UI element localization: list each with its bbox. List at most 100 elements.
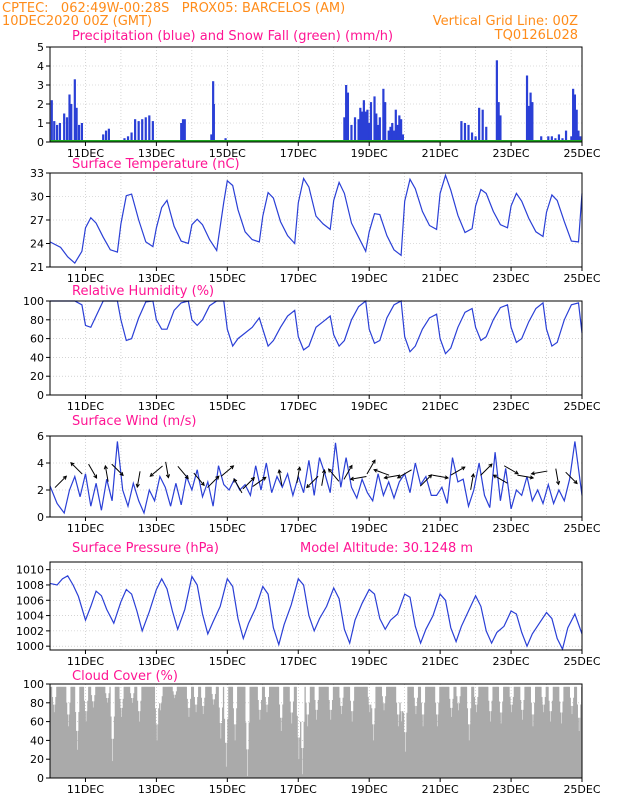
cloud-bar — [393, 686, 395, 778]
cloud-bar — [127, 686, 129, 778]
cloud-bar — [453, 686, 455, 778]
cloud-bar — [204, 697, 206, 778]
cloud-bar — [373, 724, 375, 778]
cloud-bar — [250, 686, 252, 778]
cloud-bar — [249, 686, 251, 778]
cloud-bar — [291, 723, 293, 778]
cloud-bar — [464, 686, 466, 778]
precip-bar — [547, 136, 550, 142]
wind-arrow-shaft — [193, 472, 205, 486]
cloud-bar — [114, 686, 117, 778]
cloud-bar — [85, 721, 87, 778]
humidity-line — [50, 299, 583, 355]
wind-arrow-head — [70, 462, 75, 467]
cloud-bar — [57, 686, 60, 778]
wind-arrow-head — [215, 475, 220, 480]
cloud-bar — [494, 686, 496, 778]
cloud-bar — [472, 686, 475, 778]
wind-arrow-shaft — [321, 469, 325, 486]
cloud-bar — [136, 700, 139, 778]
wind-arrow — [242, 476, 256, 490]
cloud-bar — [277, 686, 280, 778]
cloud-bar — [206, 686, 209, 778]
wind-arrow — [432, 474, 450, 480]
cloud-bar — [555, 686, 557, 778]
precip-bar — [474, 136, 477, 142]
precip-bar — [148, 115, 151, 142]
cloud-bar — [174, 698, 176, 778]
cloud-bar — [209, 686, 211, 778]
precip-bar — [346, 92, 350, 142]
cloud-bar — [522, 709, 524, 778]
cloud-bar — [469, 724, 471, 778]
cloud-bar — [285, 686, 288, 778]
cloud-bar — [305, 702, 307, 778]
cloud-bar — [574, 686, 576, 778]
precip-bar — [375, 113, 378, 142]
wind-arrow-head — [103, 464, 108, 470]
cloud-bar — [487, 686, 489, 778]
wind-arrow-shaft — [165, 461, 169, 478]
cloud-bar — [162, 686, 164, 778]
cloud-bar — [196, 704, 198, 778]
precip-bar — [183, 119, 186, 142]
precip-bar — [212, 104, 215, 142]
cloud-bar — [261, 686, 264, 778]
wind-arrow-shaft — [177, 466, 189, 479]
cloud-bar — [158, 708, 160, 778]
wind-arrow — [233, 478, 243, 494]
wind-arrow-shaft — [531, 470, 548, 475]
cloud-bar — [558, 686, 560, 778]
cloud-bar — [486, 686, 488, 778]
wind-arrow — [220, 465, 235, 477]
cloud-bar — [547, 686, 549, 778]
cloud-bar — [433, 686, 435, 778]
precip-bar — [525, 75, 529, 142]
cloud-bar — [116, 686, 118, 778]
cloud-bar — [417, 697, 419, 778]
cloud-bar — [357, 686, 359, 778]
precip-bar — [73, 79, 76, 142]
cloud-bar — [383, 710, 385, 778]
cloud-bar — [403, 732, 406, 778]
cloud-bar — [259, 719, 261, 778]
wind-arrow-head — [262, 476, 267, 481]
wind-arrow-shaft — [328, 468, 340, 482]
cloud-bar — [579, 717, 581, 778]
wind-arrow — [70, 462, 83, 475]
precip-xtick-label: 11DEC — [67, 147, 104, 160]
cloud-bar — [553, 686, 555, 778]
precip-bar — [495, 60, 498, 142]
temperature-xtick-label: 21DEC — [422, 272, 459, 285]
cloud-bar — [508, 686, 510, 778]
wind-arrow — [193, 472, 205, 487]
cloud-bar — [387, 686, 390, 778]
header-date: 10DEC2020 00Z (GMT) — [2, 14, 152, 29]
cloud-bar — [325, 686, 328, 778]
wind-arrow — [565, 471, 578, 485]
cloud-bar — [148, 686, 150, 778]
cloud-bar — [449, 707, 452, 778]
cloud-bar — [213, 704, 215, 778]
cloud-bar — [294, 686, 297, 778]
cloud-bar — [214, 699, 216, 778]
cloud-bar — [208, 686, 210, 778]
cloud-bar — [352, 711, 354, 778]
precip-bar — [389, 126, 392, 142]
cloud-bar — [401, 721, 403, 778]
wind-arrow-shaft — [306, 475, 319, 488]
cloud-bar — [416, 705, 418, 778]
cloud-bar — [75, 730, 77, 778]
cloud-bar — [450, 716, 453, 778]
cloud-bar — [62, 686, 64, 778]
cloud-bar — [304, 686, 306, 778]
cloud-bar — [107, 698, 109, 778]
cloud-bar — [451, 707, 453, 778]
pressure-ytick-label: 1010 — [16, 564, 44, 577]
cloud-bar — [471, 686, 473, 778]
cloud-bar — [52, 704, 54, 778]
cloud-bar — [141, 686, 143, 778]
cloud-bar — [66, 714, 69, 778]
wind-arrow — [492, 474, 508, 484]
precip-xtick-label: 15DEC — [209, 147, 246, 160]
